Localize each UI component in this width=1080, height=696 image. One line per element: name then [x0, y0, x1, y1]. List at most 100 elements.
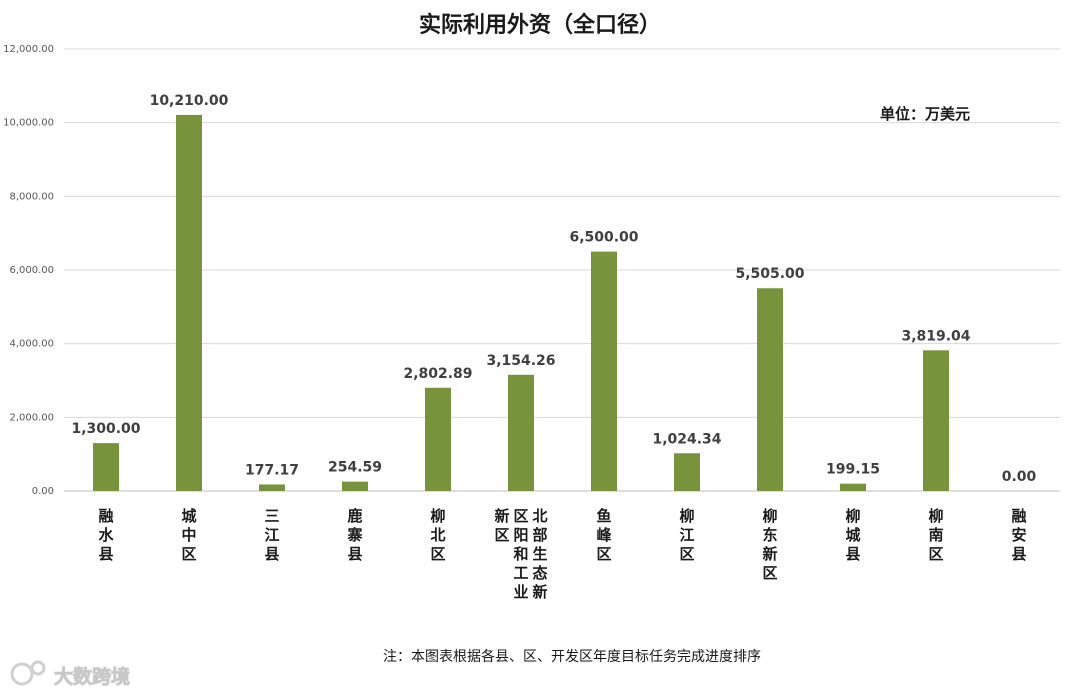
category-label-char: 区	[513, 507, 528, 525]
category-label-char: 三	[264, 507, 279, 525]
category-label-char: 柳	[762, 507, 777, 525]
category-label-char: 区	[928, 545, 943, 563]
category-label: 柳北区	[430, 507, 445, 563]
bar	[591, 251, 617, 491]
category-label: 融安县	[1011, 507, 1026, 563]
category-label-char: 阳	[513, 526, 528, 544]
category-label: 融水县	[98, 507, 114, 563]
watermark-text: 大数跨境	[54, 665, 130, 688]
unit-label: 单位：万美元	[880, 105, 970, 123]
data-label: 1,300.00	[71, 421, 140, 437]
category-label-char: 部	[532, 526, 547, 544]
category-label-char: 柳	[928, 507, 943, 525]
gridlines	[64, 48, 1060, 492]
category-label-char: 业	[513, 583, 528, 601]
category-label-char: 寨	[346, 526, 362, 544]
category-label-char: 柳	[679, 507, 694, 525]
category-label-char: 峰	[596, 526, 612, 544]
bar	[923, 350, 949, 491]
category-label-char: 北	[532, 507, 547, 525]
category-label-char: 区	[762, 564, 777, 582]
data-label: 3,819.04	[901, 328, 970, 344]
bar	[674, 453, 700, 491]
category-label-char: 鹿	[347, 507, 362, 525]
category-label-char: 南	[928, 526, 943, 544]
data-label: 177.17	[245, 462, 299, 478]
category-label: 柳城县	[845, 507, 860, 563]
bar	[176, 114, 202, 491]
bar	[757, 288, 783, 491]
bar	[342, 481, 368, 491]
category-label-char: 县	[98, 545, 113, 563]
category-labels: 融水县城中区三江县鹿寨县柳北区北部生态新区阳和工业新区鱼峰区柳江区柳东新区柳城县…	[98, 507, 1026, 601]
category-label-char: 中	[181, 526, 196, 544]
category-label-char: 江	[264, 526, 279, 544]
category-label: 三江县	[264, 507, 279, 563]
category-label-char: 水	[98, 526, 114, 544]
category-label-char: 生	[532, 545, 547, 563]
data-label: 5,505.00	[735, 266, 804, 282]
category-label-char: 区	[596, 545, 611, 563]
y-tick-label: 2,000.00	[9, 412, 54, 423]
category-label-char: 东	[762, 526, 777, 544]
bar	[425, 387, 451, 491]
watermark: 大数跨境	[10, 660, 130, 688]
category-label: 城中区	[181, 507, 196, 563]
category-label-char: 柳	[845, 507, 860, 525]
bar	[840, 483, 866, 491]
y-tick-label: 0.00	[32, 486, 54, 497]
category-label-char: 区	[494, 526, 509, 544]
category-label-char: 新	[494, 507, 509, 525]
chart-title: 实际利用外资（全口径）	[419, 12, 661, 38]
data-label: 0.00	[1002, 469, 1037, 485]
category-label-char: 江	[679, 526, 694, 544]
data-label: 3,154.26	[486, 353, 555, 369]
data-label: 199.15	[826, 462, 880, 478]
category-label-char: 区	[430, 545, 445, 563]
category-label-char: 新	[532, 583, 547, 601]
data-label: 10,210.00	[150, 93, 229, 109]
category-label-char: 县	[264, 545, 279, 563]
data-label: 6,500.00	[569, 230, 638, 246]
bar	[508, 374, 534, 491]
y-tick-label: 12,000.00	[3, 44, 54, 55]
bar	[93, 443, 119, 491]
category-label: 鱼峰区	[596, 507, 612, 563]
category-label-char: 鱼	[596, 507, 611, 525]
category-label-char: 工	[513, 564, 528, 582]
y-tick-label: 10,000.00	[3, 118, 54, 129]
category-label-char: 融	[98, 507, 113, 525]
data-label: 2,802.89	[403, 366, 472, 382]
category-label-char: 区	[679, 545, 694, 563]
y-tick-label: 6,000.00	[9, 265, 54, 276]
bars	[93, 114, 949, 491]
category-label-char: 县	[347, 545, 362, 563]
category-label-char: 柳	[430, 507, 445, 525]
chart-note: 注：本图表根据各县、区、开发区年度目标任务完成进度排序	[383, 649, 761, 665]
category-label-char: 态	[532, 564, 547, 582]
category-label: 柳南区	[928, 507, 943, 563]
category-label-char: 区	[181, 545, 196, 563]
data-label: 1,024.34	[652, 431, 721, 447]
data-labels: 1,300.00 10,210.00 177.17 254.59 2,802.89 3,1…	[71, 93, 1036, 485]
category-label: 柳江区	[679, 507, 694, 563]
category-label-char: 新	[762, 545, 777, 563]
category-label-char: 城	[845, 526, 860, 544]
category-label-char: 北	[430, 526, 445, 544]
category-label-char: 融	[1011, 507, 1026, 525]
y-axis-ticks: 0.00 2,000.00 4,000.00 6,000.00 8,000.00 10,0…	[3, 44, 54, 497]
y-tick-label: 8,000.00	[9, 191, 54, 202]
category-label: 鹿寨县	[346, 507, 362, 563]
category-label-char: 和	[513, 545, 528, 563]
y-tick-label: 4,000.00	[9, 339, 54, 350]
bar	[259, 484, 285, 491]
category-label-char: 县	[1011, 545, 1026, 563]
data-label: 254.59	[328, 460, 382, 476]
category-label-char: 安	[1011, 526, 1026, 544]
category-label-char: 县	[845, 545, 860, 563]
watermark-logo-icon	[10, 660, 46, 686]
category-label-char: 城	[181, 507, 196, 525]
